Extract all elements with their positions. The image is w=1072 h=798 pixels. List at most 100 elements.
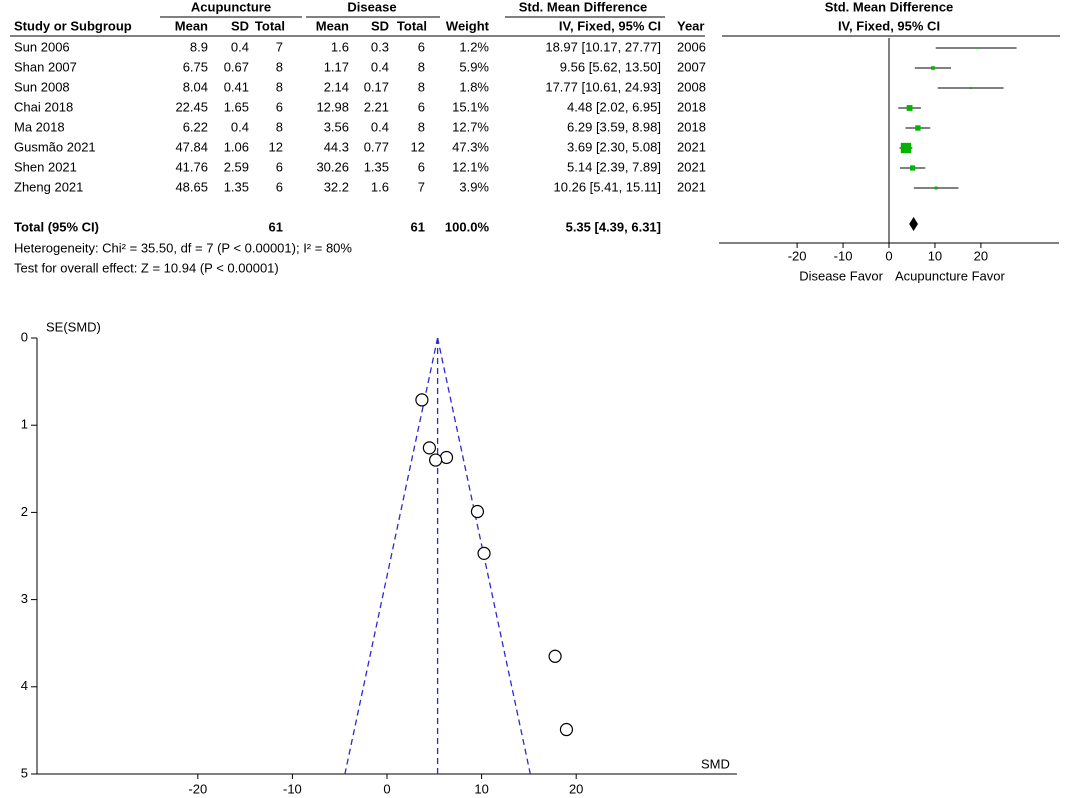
y-tick-label: 2 [21, 504, 28, 519]
cell: 10.26 [5.41, 15.11] [554, 179, 661, 194]
effect-marker [969, 86, 972, 90]
effect-marker [934, 186, 938, 190]
cell: 1.35 [224, 179, 249, 194]
x-tick-label: -20 [788, 248, 807, 263]
cell: 6.75 [183, 59, 208, 74]
study-point [470, 504, 485, 519]
cell: 61 [269, 219, 283, 234]
y-tick-label: 1 [21, 417, 28, 432]
cell: 1.65 [224, 99, 249, 114]
cell: 47.3% [452, 139, 489, 154]
column-header: Total [397, 18, 427, 33]
cell: 2.14 [324, 79, 349, 94]
cell: 12.98 [316, 99, 349, 114]
cell: 0.3 [371, 39, 389, 54]
study-point [439, 450, 454, 465]
cell: 12 [269, 139, 283, 154]
study-point [415, 393, 429, 407]
cell: 12.1% [452, 159, 489, 174]
cell: 1.06 [224, 139, 249, 154]
cell: 2.59 [224, 159, 249, 174]
x-tick-label: -10 [283, 781, 302, 796]
cell: 6.22 [183, 119, 208, 134]
y-tick-label: 0 [21, 329, 28, 344]
plot-subtitle: IV, Fixed, 95% CI [838, 18, 940, 33]
column-header: SD [371, 18, 389, 33]
x-tick-label: -20 [188, 781, 207, 796]
study-name: Sun 2006 [14, 39, 70, 54]
x-tick-label: 20 [569, 781, 583, 796]
effect-marker [900, 142, 912, 154]
cell: 0.67 [224, 59, 249, 74]
cell: 32.2 [324, 179, 349, 194]
column-header: Mean [316, 18, 349, 33]
x-tick-label: 0 [383, 781, 390, 796]
funnel-limit [344, 337, 439, 775]
cell: 8 [276, 79, 283, 94]
column-header: IV, Fixed, 95% CI [559, 18, 661, 33]
cell: 22.45 [175, 99, 208, 114]
cell: 7 [418, 179, 425, 194]
cell: 6 [276, 159, 283, 174]
cell: 5.35 [4.39, 6.31] [566, 219, 661, 234]
effect-header: Std. Mean Difference [519, 0, 648, 14]
study-name: Chai 2018 [14, 99, 73, 114]
study-name: Ma 2018 [14, 119, 65, 134]
study-point [548, 649, 562, 663]
year: 2021 [677, 139, 706, 154]
cell: 8 [276, 119, 283, 134]
cell: 47.84 [175, 139, 208, 154]
y-tick-label: 4 [21, 678, 28, 693]
cell: 17.77 [10.61, 24.93] [545, 79, 661, 94]
column-header: Year [677, 18, 704, 33]
year: 2008 [677, 79, 706, 94]
cell: 8 [418, 59, 425, 74]
cell: 30.26 [316, 159, 349, 174]
cell: 1.6 [371, 179, 389, 194]
cell: 48.65 [175, 179, 208, 194]
cell: 6 [276, 179, 283, 194]
plot-title: Std. Mean Difference [825, 0, 954, 14]
cell: 12 [411, 139, 425, 154]
cell: 4.48 [2.02, 6.95] [567, 99, 661, 114]
x-tick-label: 10 [474, 781, 488, 796]
column-header: Total [255, 18, 285, 33]
effect-marker [931, 66, 935, 70]
overall-effect: Test for overall effect: Z = 10.94 (P < … [14, 260, 279, 275]
study-name: Zheng 2021 [14, 179, 83, 194]
study-point [559, 722, 574, 737]
cell: 6 [418, 39, 425, 54]
year: 2006 [677, 39, 706, 54]
group-header: Acupuncture [191, 0, 271, 14]
effect-marker [910, 165, 916, 171]
cell: 8 [418, 79, 425, 94]
cell: 18.97 [10.17, 27.77] [545, 39, 661, 54]
study-name: Gusmão 2021 [14, 139, 96, 154]
year: 2007 [677, 59, 706, 74]
study-point [422, 441, 436, 455]
cell: 1.8% [459, 79, 489, 94]
cell: 8.9 [190, 39, 208, 54]
cell: 9.56 [5.62, 13.50] [560, 59, 661, 74]
cell: 0.17 [364, 79, 389, 94]
group-header: Disease [347, 0, 396, 14]
year: 2018 [677, 99, 706, 114]
cell: 0.41 [224, 79, 249, 94]
cell: 1.35 [364, 159, 389, 174]
cell: 6.29 [3.59, 8.98] [567, 119, 661, 134]
cell: 12.7% [452, 119, 489, 134]
cell: 41.76 [175, 159, 208, 174]
favor-label: Acupuncture Favor [895, 268, 1006, 283]
total-diamond [909, 217, 918, 231]
year: 2021 [677, 179, 706, 194]
cell: 8.04 [183, 79, 208, 94]
total-name: Total (95% CI) [14, 219, 99, 234]
cell: 3.9% [459, 179, 489, 194]
cell: 5.14 [2.39, 7.89] [567, 159, 661, 174]
study-name: Shan 2007 [14, 59, 77, 74]
column-header: Study or Subgroup [14, 18, 132, 33]
cell: 2.21 [364, 99, 389, 114]
cell: 44.3 [324, 139, 349, 154]
cell: 1.2% [459, 39, 489, 54]
